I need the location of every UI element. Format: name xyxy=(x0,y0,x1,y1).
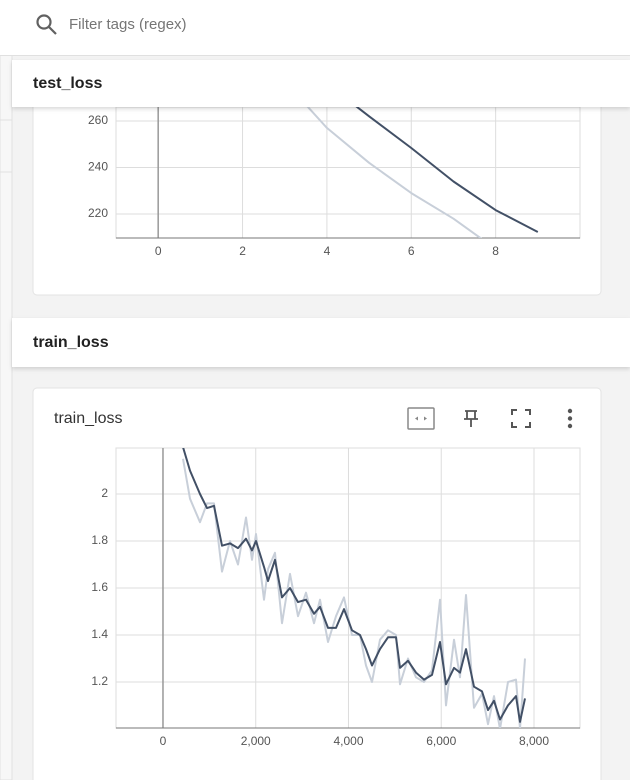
plot: 1.2 1.4 1.6 1.8 2 0 2,000 4,000 6,000 8,000 xyxy=(91,447,581,748)
section-title[interactable]: train_loss xyxy=(33,334,109,351)
line xyxy=(355,107,539,233)
x-tick-label: 4 xyxy=(324,244,331,258)
card xyxy=(32,387,602,780)
x-tick-label: 6 xyxy=(408,244,415,258)
x-tick-label: 2,000 xyxy=(241,734,271,748)
section-header[interactable] xyxy=(12,318,630,367)
sidebar xyxy=(0,0,13,780)
card-title: train_loss xyxy=(54,410,122,427)
fit-button[interactable] xyxy=(407,407,435,430)
search-placeholder[interactable]: Filter tags (regex) xyxy=(69,16,187,33)
pin-button[interactable] xyxy=(464,410,478,427)
x-tick-label: 4,000 xyxy=(333,734,363,748)
fullscreen-button[interactable] xyxy=(511,409,531,428)
x-tick-label: 6,000 xyxy=(426,734,456,748)
plot: 220 240 260 0 2 4 6 8 xyxy=(88,106,581,258)
line xyxy=(306,107,483,238)
section-title[interactable]: test_loss xyxy=(33,75,102,92)
search-icon xyxy=(36,14,57,35)
section-header[interactable] xyxy=(12,60,630,107)
y-tick-label: 260 xyxy=(88,113,108,127)
search-bar[interactable] xyxy=(0,0,630,55)
x-tick-label: 0 xyxy=(160,734,167,748)
y-tick-label: 2 xyxy=(101,486,108,500)
y-tick-label: 1.4 xyxy=(91,627,108,641)
y-tick-label: 240 xyxy=(88,160,108,174)
y-tick-label: 1.8 xyxy=(91,533,108,547)
x-tick-label: 8 xyxy=(492,244,499,258)
x-tick-label: 8,000 xyxy=(519,734,549,748)
x-tick-label: 2 xyxy=(239,244,246,258)
y-tick-label: 1.2 xyxy=(91,674,108,688)
y-tick-label: 220 xyxy=(88,206,108,220)
line xyxy=(182,448,526,723)
x-tick-label: 0 xyxy=(155,244,162,258)
more-button[interactable] xyxy=(567,408,573,429)
y-tick-label: 1.6 xyxy=(91,580,108,594)
